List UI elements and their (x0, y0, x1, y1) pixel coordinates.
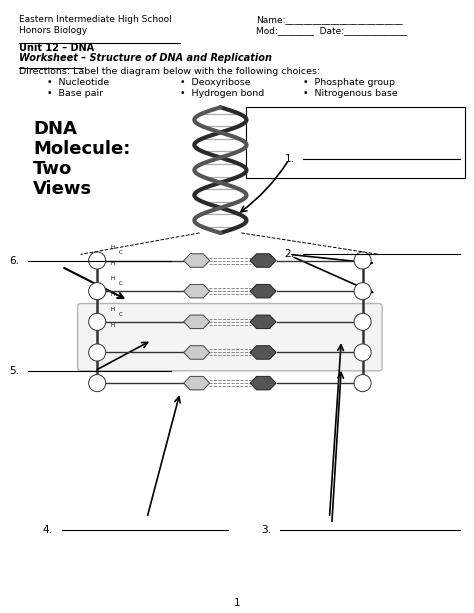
Text: 6.: 6. (9, 256, 19, 265)
Circle shape (354, 313, 371, 330)
Text: 4.: 4. (43, 525, 53, 535)
Text: H: H (110, 292, 115, 297)
Text: •  Deoxyribose: • Deoxyribose (180, 78, 251, 88)
Text: Directions: Label the diagram below with the following choices:: Directions: Label the diagram below with… (19, 67, 320, 77)
Circle shape (89, 313, 106, 330)
Text: H: H (110, 276, 115, 281)
Circle shape (89, 252, 106, 269)
Polygon shape (250, 284, 276, 298)
Circle shape (89, 344, 106, 361)
Circle shape (354, 375, 371, 392)
Text: •  Phosphate group: • Phosphate group (303, 78, 395, 88)
Text: Unit 12 – DNA: Unit 12 – DNA (19, 43, 94, 53)
Text: DNA
Molecule:
Two
Views: DNA Molecule: Two Views (33, 120, 130, 198)
Polygon shape (184, 254, 210, 267)
Polygon shape (250, 346, 276, 359)
Text: 1: 1 (234, 598, 240, 607)
Text: 2.: 2. (284, 249, 294, 259)
FancyBboxPatch shape (78, 303, 382, 371)
Polygon shape (184, 346, 210, 359)
Circle shape (89, 283, 106, 300)
Polygon shape (250, 315, 276, 329)
Circle shape (89, 375, 106, 392)
Text: H: H (110, 261, 115, 267)
Circle shape (354, 344, 371, 361)
Polygon shape (250, 376, 276, 390)
Circle shape (354, 252, 371, 269)
Text: C: C (118, 250, 122, 256)
Text: 5.: 5. (9, 366, 19, 376)
Text: Honors Biology: Honors Biology (19, 26, 87, 36)
Text: Eastern Intermediate High School: Eastern Intermediate High School (19, 15, 172, 25)
Polygon shape (184, 376, 210, 390)
Text: •  Nitrogenous base: • Nitrogenous base (303, 89, 398, 98)
Polygon shape (250, 254, 276, 267)
Text: Mod:________  Date:______________: Mod:________ Date:______________ (256, 26, 407, 36)
Text: •  Nucleotide: • Nucleotide (47, 78, 109, 88)
Text: C: C (118, 311, 122, 317)
Text: H: H (110, 306, 115, 312)
Bar (246, 107, 465, 178)
Text: 3.: 3. (261, 525, 271, 535)
Text: •  Base pair: • Base pair (47, 89, 103, 98)
Text: •  Hydrogen bond: • Hydrogen bond (180, 89, 264, 98)
Text: H: H (110, 245, 115, 251)
Text: H: H (110, 322, 115, 328)
Circle shape (354, 283, 371, 300)
Polygon shape (184, 315, 210, 329)
Text: Name:__________________________: Name:__________________________ (256, 15, 402, 25)
Text: 1.: 1. (284, 154, 294, 164)
Text: Worksheet – Structure of DNA and Replication: Worksheet – Structure of DNA and Replica… (19, 53, 272, 63)
Text: C: C (118, 281, 122, 286)
Polygon shape (184, 284, 210, 298)
